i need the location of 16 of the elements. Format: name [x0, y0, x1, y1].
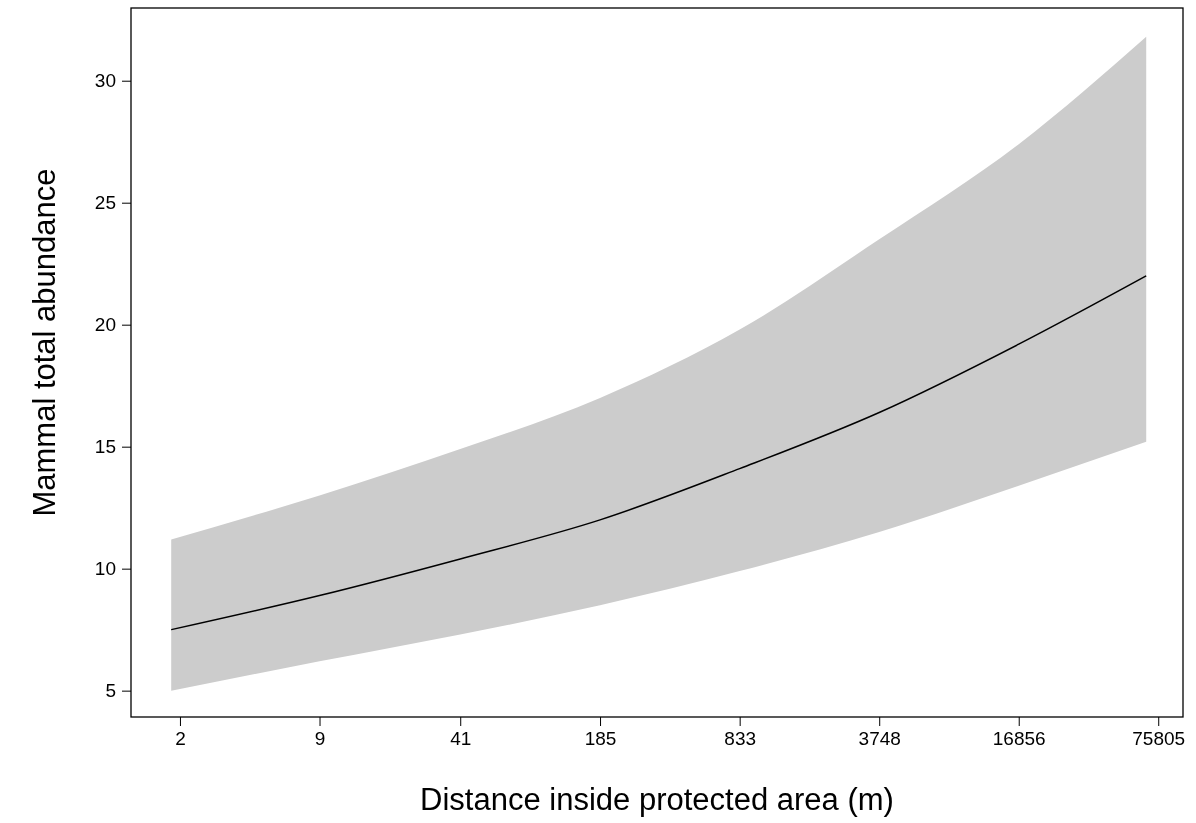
y-tick-label: 5 [105, 680, 116, 702]
x-axis-title: Distance inside protected area (m) [420, 782, 894, 817]
x-tick-label: 75805 [1132, 728, 1186, 750]
x-tick-label: 16856 [992, 728, 1046, 750]
y-tick-label: 10 [94, 558, 116, 580]
x-tick-label: 2 [175, 728, 186, 750]
x-tick-label: 833 [724, 728, 757, 750]
y-tick-label: 25 [94, 192, 116, 214]
y-axis-title: Mammal total abundance [27, 168, 62, 517]
y-tick-label: 30 [94, 70, 116, 92]
x-tick-label: 185 [584, 728, 617, 750]
x-tick-label: 9 [314, 728, 326, 750]
y-tick-label: 20 [94, 314, 116, 336]
x-tick-label: 41 [450, 728, 472, 750]
y-tick-label: 15 [94, 436, 116, 458]
x-tick-label: 3748 [858, 728, 901, 750]
